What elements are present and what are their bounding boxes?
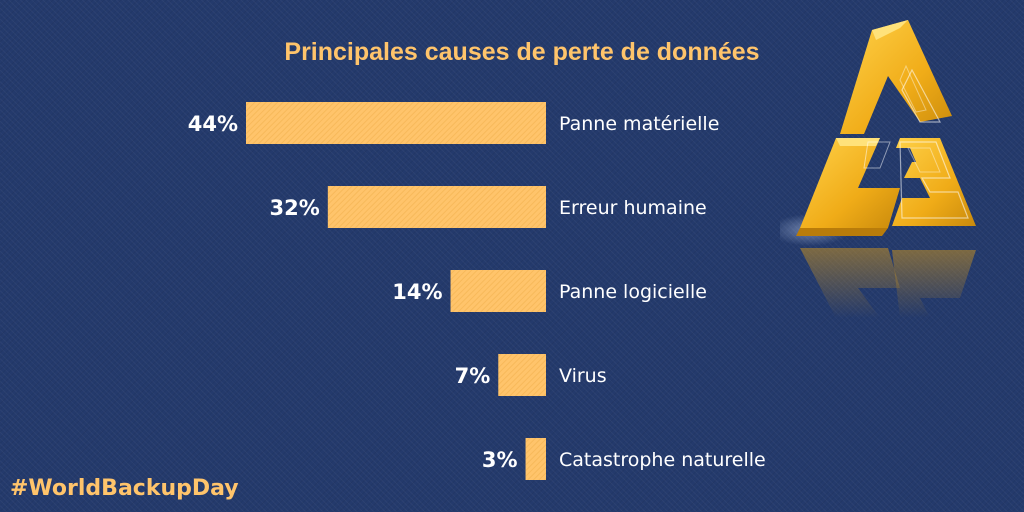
category-label-4: Catastrophe naturelle bbox=[559, 449, 766, 471]
bar-value-label-0: 44% bbox=[188, 112, 238, 136]
bar-4 bbox=[525, 438, 546, 480]
category-label-2: Panne logicielle bbox=[559, 281, 707, 303]
ce3-logo-icon bbox=[780, 20, 976, 318]
category-label-1: Erreur humaine bbox=[559, 197, 707, 219]
category-label-3: Virus bbox=[559, 365, 607, 387]
bar-chart: 44% Panne matérielle 32% Erreur humaine 14% P… bbox=[188, 102, 766, 480]
bar-value-label-1: 32% bbox=[270, 196, 320, 220]
bar-value-label-4: 3% bbox=[482, 448, 518, 472]
bar-value-label-2: 14% bbox=[392, 280, 442, 304]
hashtag-label: #WorldBackupDay bbox=[10, 476, 239, 501]
category-label-0: Panne matérielle bbox=[559, 113, 719, 135]
bar-3 bbox=[498, 354, 546, 396]
bar-value-label-3: 7% bbox=[455, 364, 491, 388]
bar-0 bbox=[246, 102, 546, 144]
bar-2 bbox=[450, 270, 546, 312]
bar-1 bbox=[327, 186, 546, 228]
chart-title: Principales causes de perte de données bbox=[284, 38, 760, 66]
